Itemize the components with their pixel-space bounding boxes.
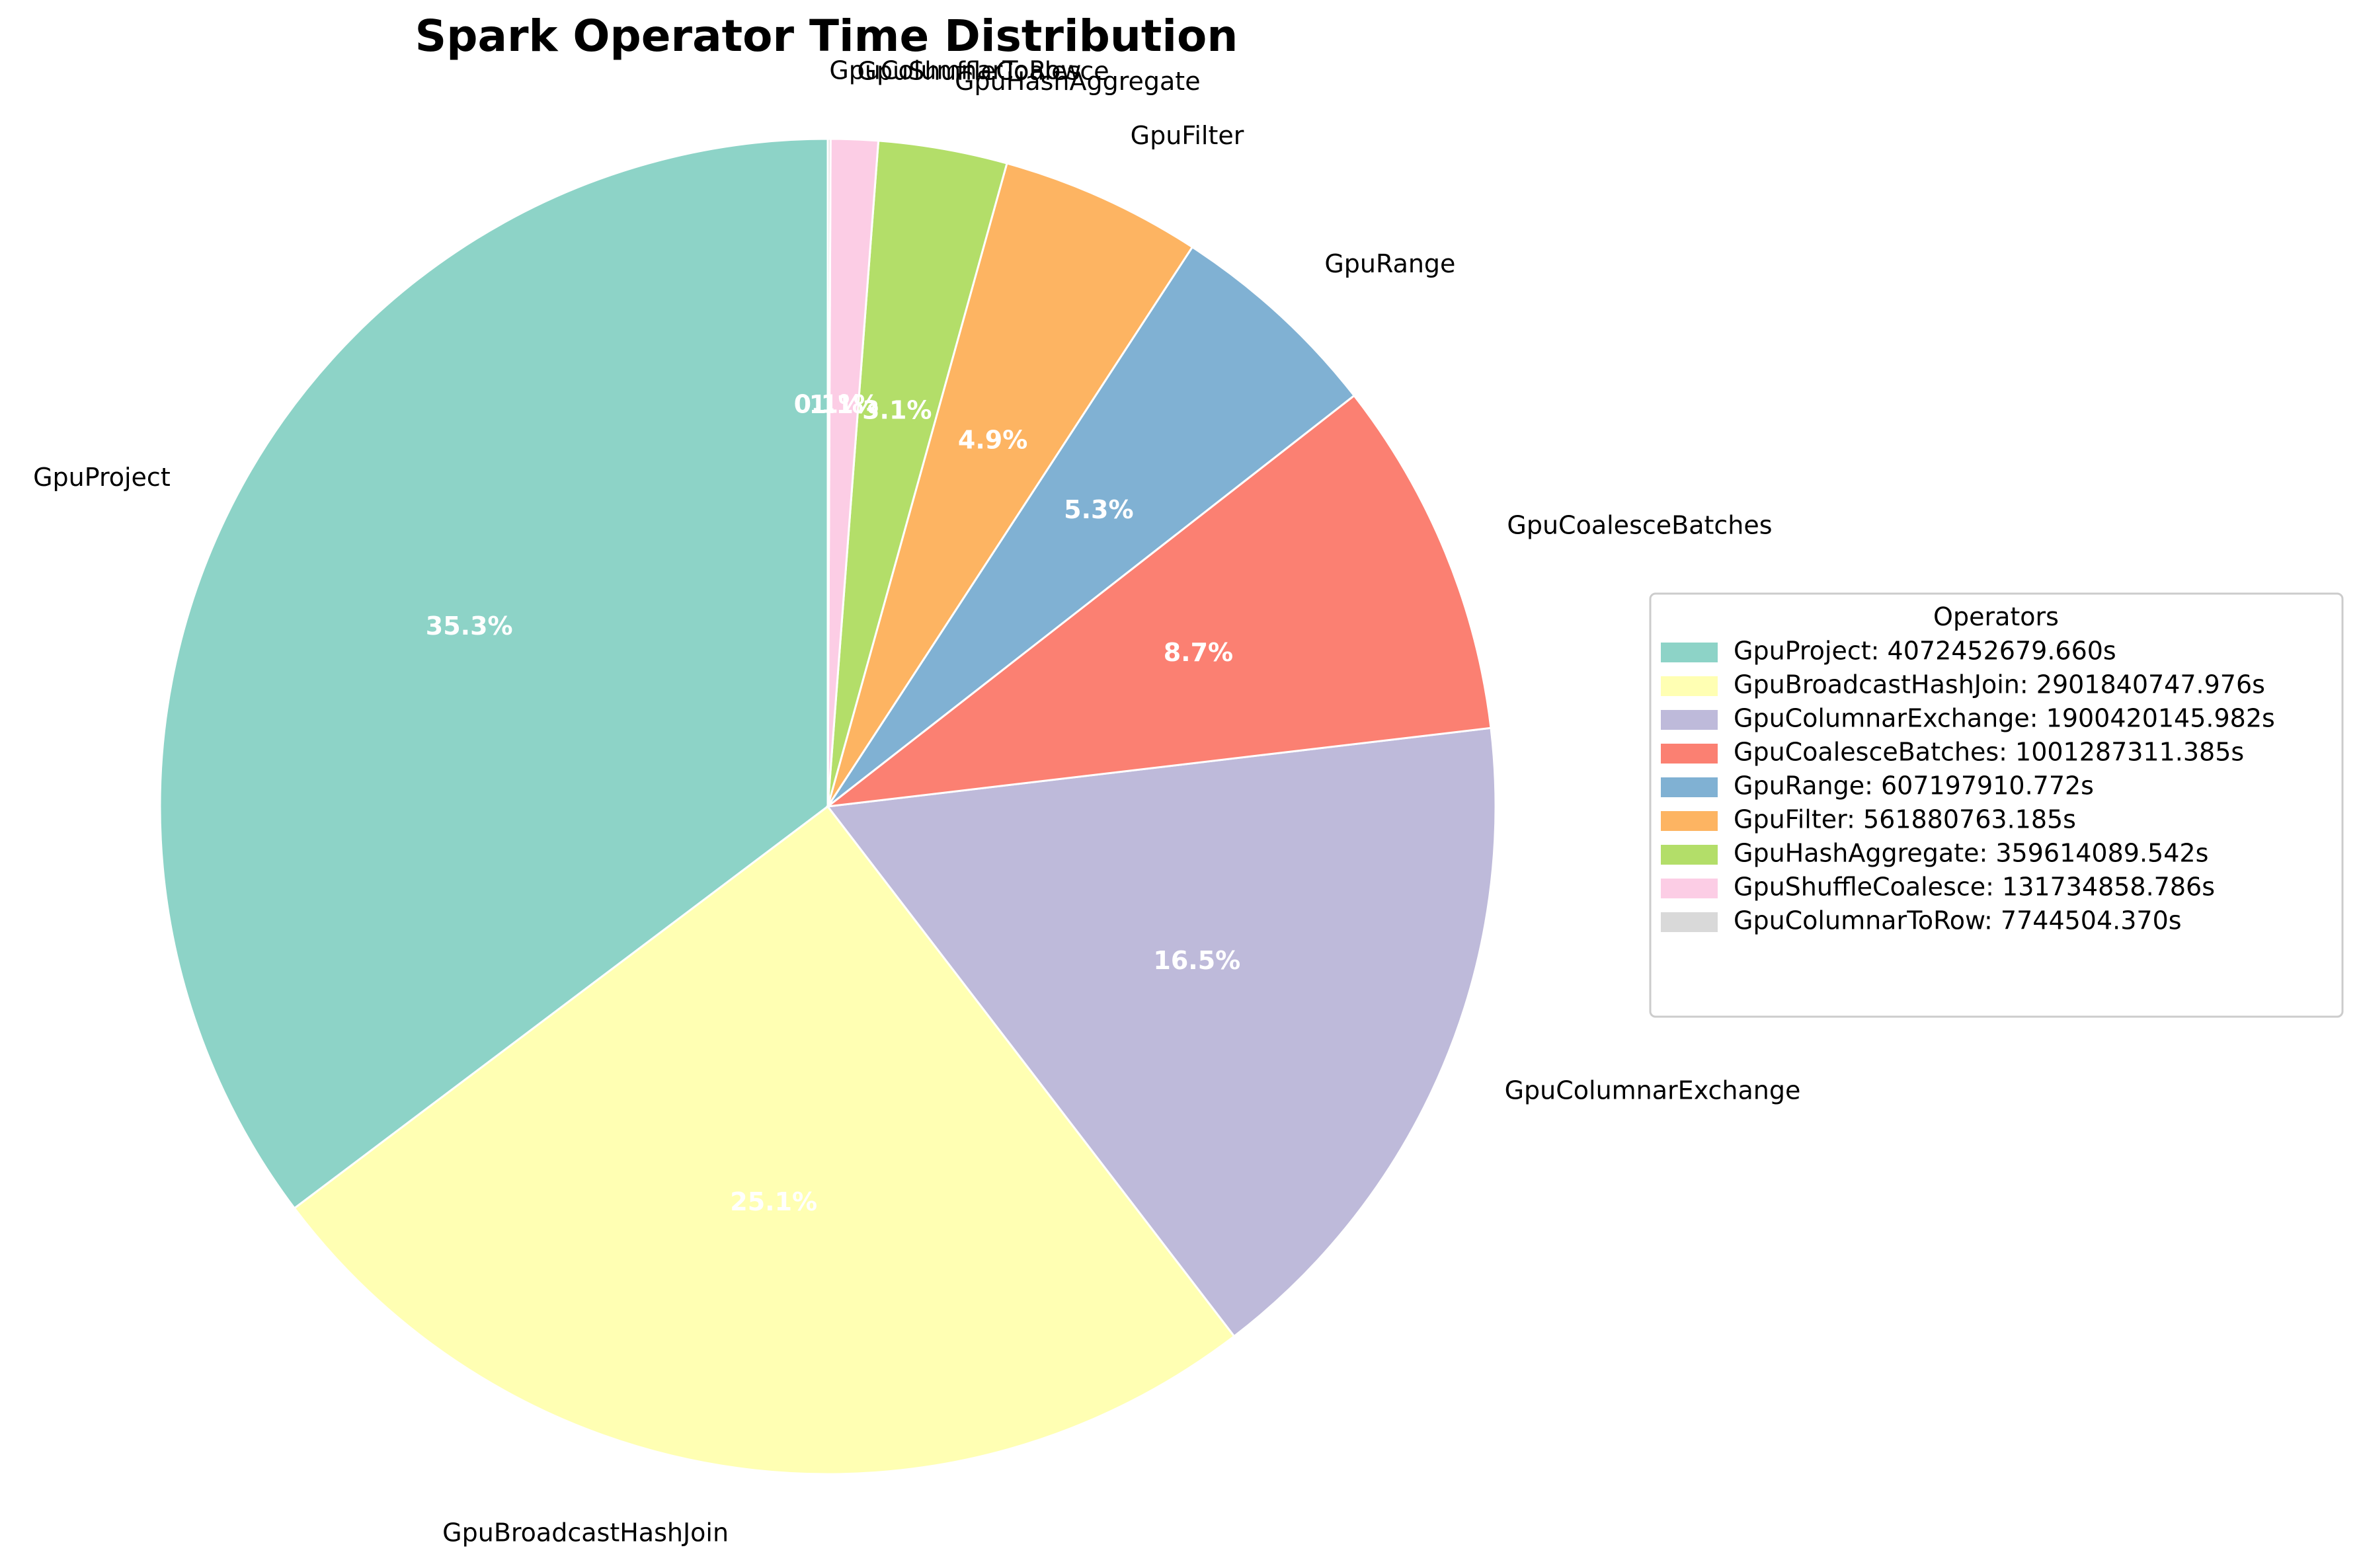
pct-label-gpucolumnarexchange: 16.5% (1153, 946, 1240, 975)
pie-slice-gpufilter (826, 162, 1194, 807)
slice-label-gpubroadcasthashjoin: GpuBroadcastHashJoin (442, 1518, 729, 1547)
legend-swatch-gpucoalescebatches (1661, 744, 1718, 764)
slice-label-gpucoalescebatches: GpuCoalesceBatches (1507, 511, 1772, 540)
pie-slice-gpucoalescebatches (824, 394, 1492, 808)
pct-label-gpubroadcasthashjoin: 25.1% (730, 1187, 817, 1216)
legend-swatch-gpufilter (1661, 811, 1718, 831)
slice-label-gpuhashaggregate: GpuHashAggregate (955, 67, 1200, 96)
legend-entry-gpuproject: GpuProject: 4072452679.660s (1734, 637, 2116, 666)
pct-label-gpurange: 5.3% (1064, 495, 1133, 524)
slices-layer (159, 137, 1497, 1475)
legend-swatch-gpuhashaggregate (1661, 845, 1718, 865)
pie-slice-gpurange (826, 245, 1356, 808)
labels-layer: GpuProject GpuBroadcastHashJoin GpuColumna… (33, 56, 1800, 1548)
pie-slice-gpubroadcasthashjoin (293, 804, 1236, 1475)
legend-swatch-gpucolumnarexchange (1661, 710, 1718, 730)
legend-swatch-gpushufflecoalesce (1661, 879, 1718, 898)
legend-entry-gpufilter: GpuFilter: 561880763.185s (1734, 805, 2076, 834)
pct-label-gpufilter: 4.9% (958, 425, 1027, 454)
pct-label-gpushufflecoalesce: 1.1% (809, 390, 879, 419)
legend-entry-gpucolumnarexchange: GpuColumnarExchange: 1900420145.982s (1734, 704, 2275, 733)
slice-label-gpufilter: GpuFilter (1131, 121, 1244, 150)
legend-entry-gpubroadcasthashjoin: GpuBroadcastHashJoin: 2901840747.976s (1734, 670, 2265, 699)
legend-items: GpuProject: 4072452679.660s GpuBroadcastH… (1661, 637, 2275, 935)
slice-label-gpucolumnarexchange: GpuColumnarExchange (1505, 1076, 1801, 1105)
legend: Operators GpuProject: 4072452679.660sGpu… (1649, 592, 2344, 1018)
pct-label-gpuhashaggregate: 3.1% (862, 396, 932, 425)
slice-label-gpucolumnartorow: GpuColumnarToRow (829, 56, 1081, 85)
slice-label-gpuproject: GpuProject (33, 463, 171, 492)
legend-swatch-gpurange (1661, 777, 1718, 797)
legend-swatch-gpubroadcasthashjoin (1661, 676, 1718, 696)
pct-label-gpucolumnartorow: 0.1% (794, 390, 863, 419)
pct-label-gpuproject: 35.3% (426, 611, 513, 641)
legend-entry-gpucolumnartorow: GpuColumnarToRow: 7744504.370s (1734, 906, 2182, 935)
slice-label-gpurange: GpuRange (1324, 249, 1455, 278)
percent-labels-layer: 35.3% 25.1% 16.5% 8.7% 5.3% 4.9% 3.1%1.1%0.1% (426, 390, 1240, 1216)
legend-entry-gpurange: GpuRange: 607197910.772s (1734, 771, 2094, 801)
pie-slice-gpucolumnartorow (826, 137, 832, 807)
pie-slice-gpuproject (159, 137, 829, 1210)
chart-title: Spark Operator Time Distribution (415, 11, 1238, 61)
legend-frame (1649, 592, 2344, 1018)
legend-swatch-gpucolumnartorow (1661, 912, 1718, 932)
legend-entry-gpucoalescebatches: GpuCoalesceBatches: 1001287311.385s (1734, 738, 2244, 767)
legend-swatch-gpuproject (1661, 643, 1718, 662)
pie-slice-gpucolumnarexchange (826, 726, 1497, 1338)
legend-title: Operators (1933, 602, 2059, 631)
pct-label-gpucoalescebatches: 8.7% (1164, 638, 1233, 667)
legend-entry-gpuhashaggregate: GpuHashAggregate: 359614089.542s (1734, 839, 2208, 868)
legend-entry-gpushufflecoalesce: GpuShuffleCoalesce: 131734858.786s (1734, 873, 2215, 902)
slice-label-gpushufflecoalesce: GpuShuffleCoalesce (858, 56, 1109, 85)
